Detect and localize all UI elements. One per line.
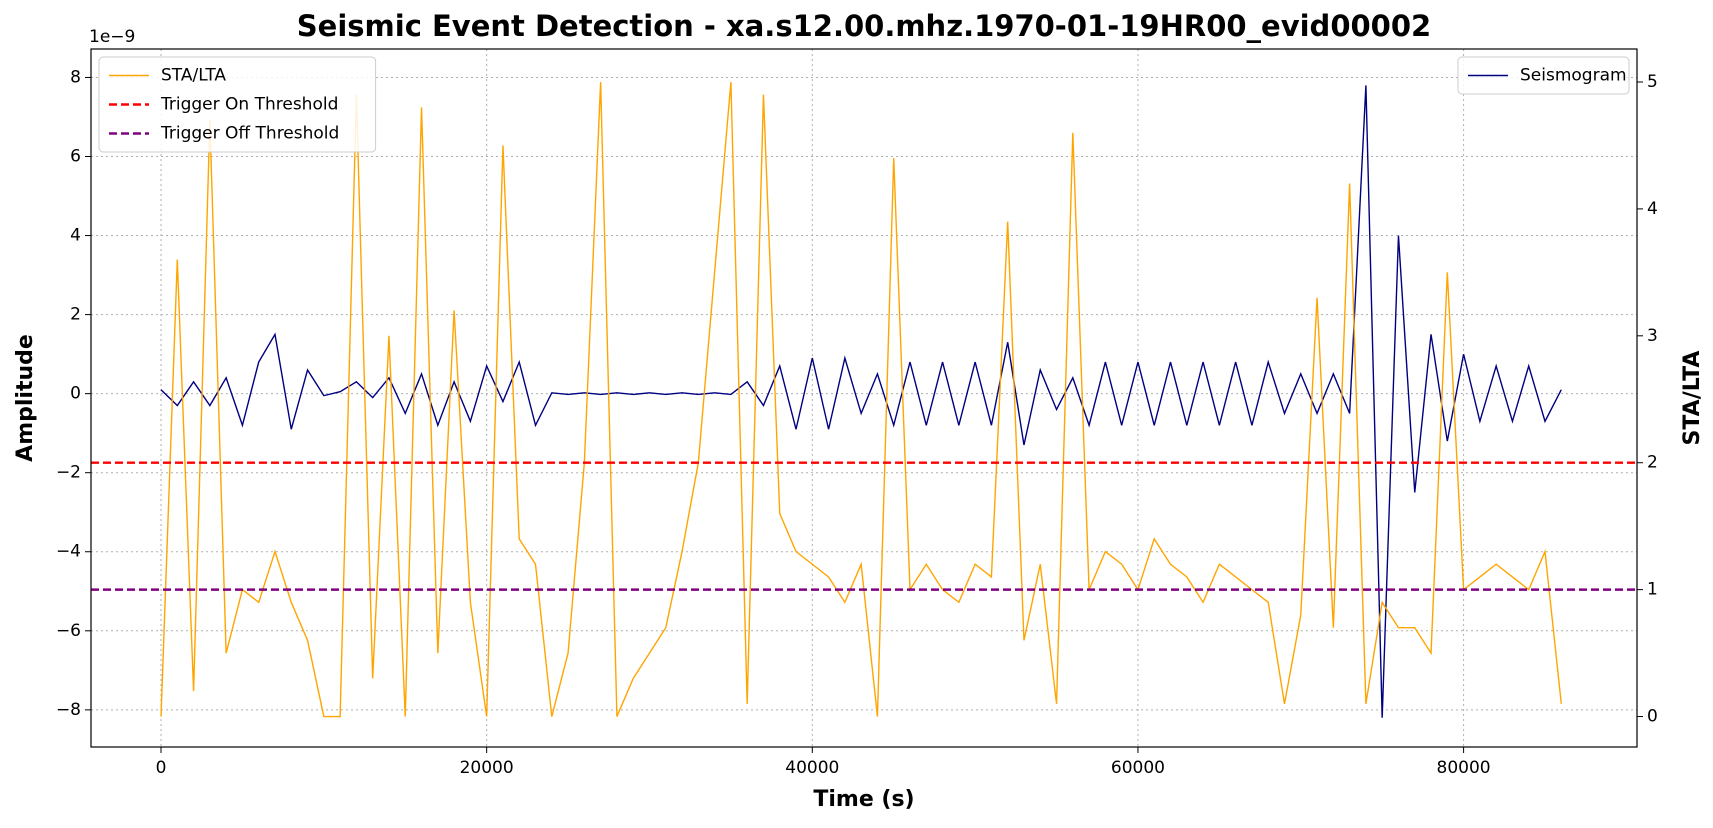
legend-box: [1457, 56, 1630, 95]
y2-tick-label: 2: [1647, 453, 1658, 473]
y2-tick-label: 3: [1647, 326, 1658, 346]
y-offset-label: 1e−9: [89, 27, 135, 47]
x-axis-label: Time (s): [813, 787, 914, 812]
y2-tick-label: 5: [1647, 72, 1658, 92]
series-line: [160, 85, 1562, 718]
y-tick-label: −4: [56, 542, 81, 562]
y2-axis-label: STA/LTA: [1680, 351, 1705, 446]
y-tick-label: 2: [70, 305, 81, 325]
y-tick-label: 0: [70, 384, 81, 404]
x-tick-label: 20000: [460, 758, 514, 778]
y-tick-label: 8: [70, 67, 81, 87]
y-axis-label: Amplitude: [13, 334, 38, 462]
x-tick-label: 40000: [785, 758, 839, 778]
legend-label: Trigger On Threshold: [160, 95, 338, 115]
plot-frame: [90, 48, 1638, 748]
y-tick-label: −2: [56, 463, 81, 483]
y-tick-label: 6: [70, 147, 81, 167]
legend-box: [98, 56, 377, 153]
legend-label: Trigger Off Threshold: [160, 124, 339, 144]
y2-tick-label: 4: [1647, 199, 1658, 219]
y-tick-label: 4: [70, 226, 81, 246]
legend-label: STA/LTA: [161, 66, 226, 86]
y-tick-label: −6: [56, 621, 81, 641]
y-tick-label: −8: [56, 700, 81, 720]
y2-tick-label: 1: [1647, 580, 1658, 600]
chart-title: Seismic Event Detection - xa.s12.00.mhz.…: [297, 9, 1431, 43]
x-tick-label: 80000: [1437, 758, 1491, 778]
x-tick-label: 60000: [1111, 758, 1165, 778]
y2-tick-label: 0: [1647, 707, 1658, 727]
legend-label: Seismogram: [1520, 66, 1627, 86]
x-tick-label: 0: [156, 758, 167, 778]
